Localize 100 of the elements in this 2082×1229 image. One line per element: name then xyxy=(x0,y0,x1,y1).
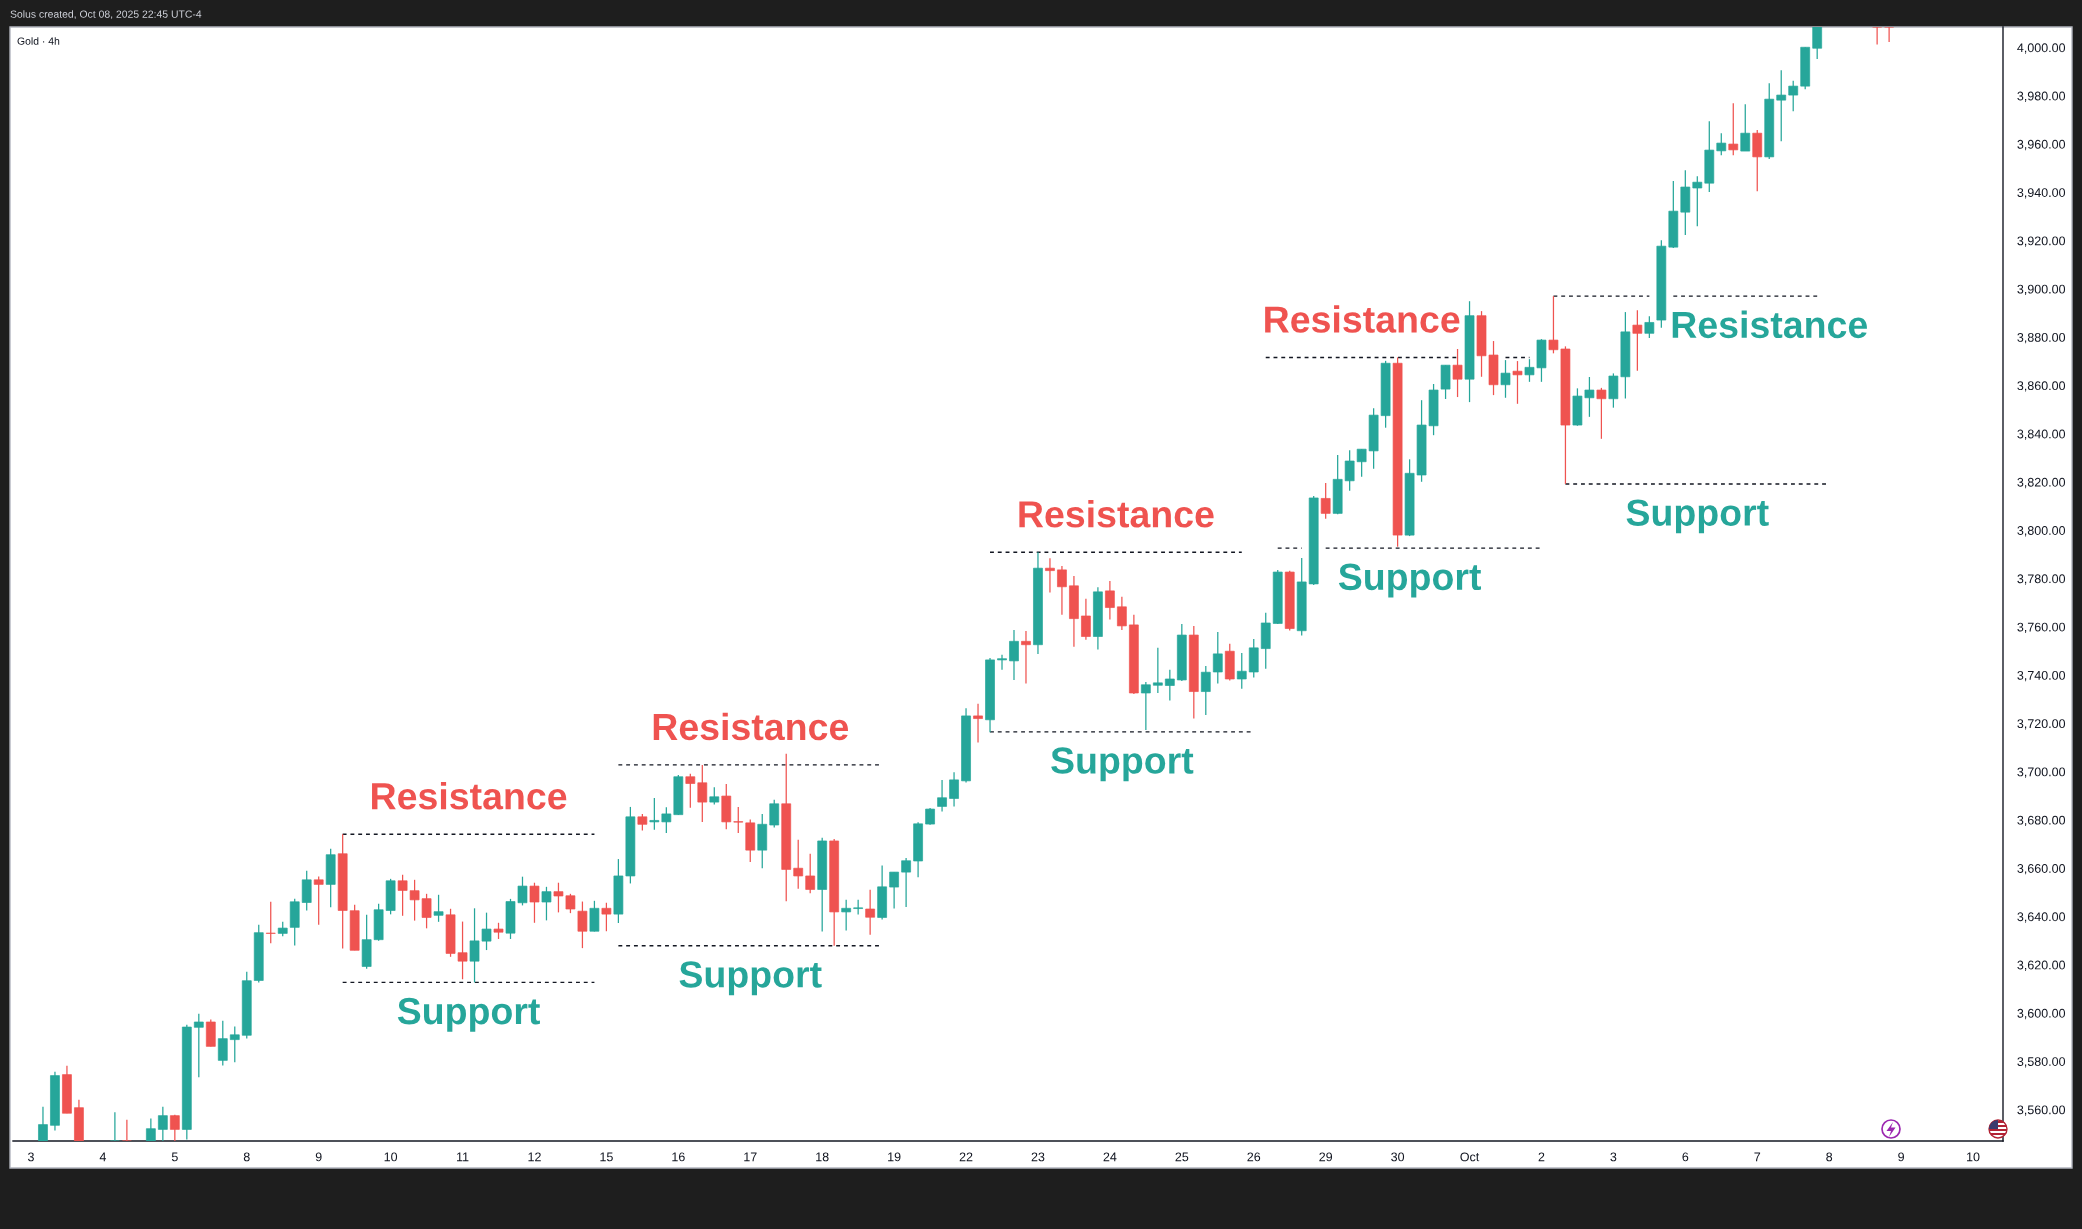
x-tick-label: 26 xyxy=(1247,1152,1261,1162)
x-tick-label: 3 xyxy=(27,1152,34,1162)
candlestick xyxy=(1021,630,1031,685)
candlestick xyxy=(1009,629,1019,681)
candlestick xyxy=(1212,631,1223,685)
y-tick-label: 3,880.00 xyxy=(2017,332,2066,344)
candlestick xyxy=(697,764,708,823)
y-tick-label: 3,560.00 xyxy=(2017,1105,2066,1116)
candlestick xyxy=(1788,80,1799,112)
x-tick-label: 24 xyxy=(1103,1152,1117,1162)
x-tick-label: 5 xyxy=(171,1152,178,1162)
candlestick xyxy=(1500,359,1511,399)
candlestick xyxy=(1728,102,1739,156)
candlestick xyxy=(313,875,324,926)
candlestick xyxy=(769,799,780,829)
x-tick-label: 23 xyxy=(1031,1152,1045,1162)
x-tick-label: 7 xyxy=(1754,1152,1761,1162)
x-tick-label: 25 xyxy=(1175,1152,1189,1162)
x-tick-label: 10 xyxy=(384,1152,398,1162)
candlestick xyxy=(1884,27,1894,43)
candlestick xyxy=(1776,69,1787,142)
x-tick-label: 9 xyxy=(1898,1152,1904,1162)
x-tick-label: 19 xyxy=(888,1152,901,1162)
series-label: Support xyxy=(679,961,822,996)
candlestick xyxy=(1153,647,1163,694)
candlestick xyxy=(949,771,959,808)
candlestick xyxy=(901,857,911,908)
candlestick xyxy=(1236,652,1247,690)
x-tick-label: 2 xyxy=(1538,1152,1545,1162)
text: Resistance xyxy=(1019,500,1214,528)
y-tick-label: 3,800.00 xyxy=(2017,526,2066,537)
candlestick xyxy=(529,882,540,924)
x-tick-label: 12 xyxy=(528,1152,541,1162)
candlestick xyxy=(997,654,1007,671)
x-tick-label: 8 xyxy=(1826,1152,1833,1162)
candlestick xyxy=(589,900,600,933)
candlestick xyxy=(169,1114,180,1141)
candlestick xyxy=(1632,309,1643,372)
candlestick xyxy=(541,886,552,921)
x-tick-label: 15 xyxy=(600,1152,613,1162)
candlestick xyxy=(1596,387,1607,440)
candlestick xyxy=(1081,598,1091,641)
x-tick-label: 3 xyxy=(1610,1152,1617,1162)
y-tick-label: 3,760.00 xyxy=(2017,622,2066,633)
text: Resistance xyxy=(372,782,567,810)
y-tick-label: 4,000.00 xyxy=(2017,43,2066,54)
candlestick xyxy=(1644,315,1655,339)
candlestick xyxy=(1716,132,1727,156)
candlestick xyxy=(1740,103,1751,152)
y-tick-label: 3,900.00 xyxy=(2017,284,2066,296)
y-tick-label: 3,860.00 xyxy=(2017,381,2066,392)
candlestick xyxy=(1872,27,1882,46)
x-tick-label: 8 xyxy=(243,1152,250,1162)
y-tick-label: 3,740.00 xyxy=(2017,670,2066,682)
y-tick-label: 3,700.00 xyxy=(2017,767,2066,778)
candlestick xyxy=(1512,360,1523,405)
x-tick-label: 17 xyxy=(744,1152,757,1162)
x-tick-label: 30 xyxy=(1391,1152,1405,1162)
x-tick-label: 9 xyxy=(315,1152,322,1162)
text: Support xyxy=(1626,499,1769,534)
y-tick-label: 3,620.00 xyxy=(2017,960,2066,971)
candlestick xyxy=(433,894,444,923)
candlestick xyxy=(229,1025,240,1063)
candlestick xyxy=(122,1119,132,1141)
candlestick xyxy=(1164,669,1175,702)
candlestick xyxy=(865,889,875,936)
y-tick-label: 3,820.00 xyxy=(2017,477,2066,489)
x-tick-label: 11 xyxy=(457,1152,469,1162)
candlestick xyxy=(1057,565,1067,616)
candlestick xyxy=(805,853,816,894)
y-tick-label: 3,720.00 xyxy=(2017,719,2066,730)
y-tick-label: 3,680.00 xyxy=(2017,815,2066,827)
candlestick xyxy=(110,1111,120,1141)
x-tick-label: 22 xyxy=(959,1152,973,1162)
x-tick-label: 16 xyxy=(672,1152,685,1162)
y-tick-label: 3,660.00 xyxy=(2017,864,2066,875)
candlestick xyxy=(265,901,276,944)
text: Resistance xyxy=(1265,305,1460,333)
candlestick xyxy=(38,1106,48,1141)
y-tick-label: 3,960.00 xyxy=(2017,139,2066,151)
text: Solus created, Oct 08, 2025 22:45 UTC-4 xyxy=(10,10,202,20)
text: Gold · 4h xyxy=(17,37,60,45)
x-tick-label: 29 xyxy=(1319,1152,1333,1162)
candlestick xyxy=(601,902,612,932)
x-tick-label: 10 xyxy=(1967,1152,1980,1162)
text: Support xyxy=(397,997,540,1032)
candlestick xyxy=(973,703,983,744)
x-tick-label: 6 xyxy=(1682,1152,1689,1162)
y-tick-label: 3,580.00 xyxy=(2017,1057,2066,1068)
candlestick xyxy=(889,871,899,910)
candlestick xyxy=(937,779,947,813)
text: Support xyxy=(1051,747,1194,782)
candlestick xyxy=(158,1106,168,1141)
y-tick-label: 3,600.00 xyxy=(2017,1008,2066,1020)
candlestick xyxy=(1141,681,1151,731)
candlestick xyxy=(841,899,852,932)
y-tick-label: 3,940.00 xyxy=(2017,188,2066,199)
series-label: Resistance xyxy=(1672,310,1867,339)
candlestick xyxy=(1117,596,1127,631)
x-tick-label: Oct xyxy=(1460,1152,1480,1162)
